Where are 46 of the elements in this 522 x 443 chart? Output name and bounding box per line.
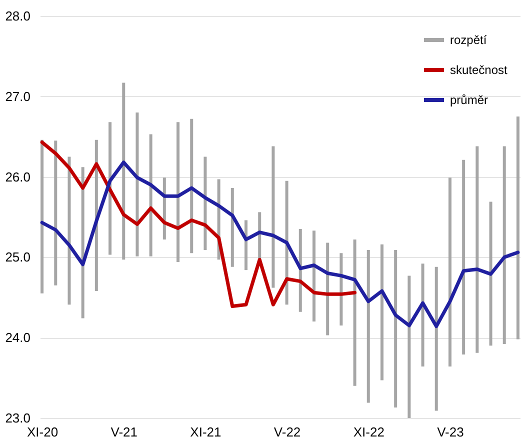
bar bbox=[272, 146, 275, 288]
y-tick-label: 24.0 bbox=[5, 330, 30, 346]
y-tick-label: 23.0 bbox=[5, 410, 30, 426]
bar bbox=[176, 122, 180, 262]
bar bbox=[81, 167, 84, 318]
line-series bbox=[40, 160, 520, 328]
bar bbox=[122, 82, 126, 260]
bar bbox=[489, 202, 492, 346]
bar bbox=[502, 146, 506, 344]
bar bbox=[394, 250, 398, 408]
bar bbox=[40, 140, 44, 294]
legend-label: skutečnost bbox=[450, 63, 508, 77]
y-tick-label: 27.0 bbox=[5, 88, 30, 104]
bar bbox=[149, 134, 152, 256]
bar bbox=[476, 146, 479, 353]
bar bbox=[340, 253, 343, 326]
bar bbox=[366, 250, 370, 403]
bar bbox=[448, 178, 452, 367]
y-tick-label: 28.0 bbox=[5, 8, 30, 24]
bar bbox=[190, 118, 194, 254]
x-tick-label: V-22 bbox=[274, 424, 301, 440]
x-tick-label: V-21 bbox=[110, 424, 138, 440]
x-tick-label: XI-20 bbox=[27, 424, 58, 440]
bar bbox=[353, 240, 356, 386]
line-series bbox=[40, 140, 357, 308]
bar bbox=[434, 266, 438, 411]
bar bbox=[136, 112, 139, 256]
legend-label: průměr bbox=[450, 93, 488, 107]
x-tick-label: XI-21 bbox=[190, 424, 222, 440]
bar bbox=[380, 244, 384, 380]
legend-label: rozpětí bbox=[450, 33, 488, 47]
y-tick-label: 25.0 bbox=[5, 250, 30, 265]
bar bbox=[204, 156, 207, 250]
bar bbox=[312, 230, 316, 322]
bar bbox=[516, 116, 520, 340]
y-tick-label: 26.0 bbox=[5, 169, 30, 184]
bar bbox=[68, 156, 71, 305]
bar bbox=[462, 160, 466, 354]
bar bbox=[54, 140, 58, 286]
bar bbox=[326, 242, 330, 336]
bar bbox=[421, 264, 424, 367]
x-tick-label: XI-22 bbox=[353, 424, 384, 440]
bar bbox=[408, 276, 411, 418]
bar bbox=[285, 180, 288, 305]
x-tick-label: V-23 bbox=[437, 424, 464, 440]
bar bbox=[230, 188, 234, 267]
